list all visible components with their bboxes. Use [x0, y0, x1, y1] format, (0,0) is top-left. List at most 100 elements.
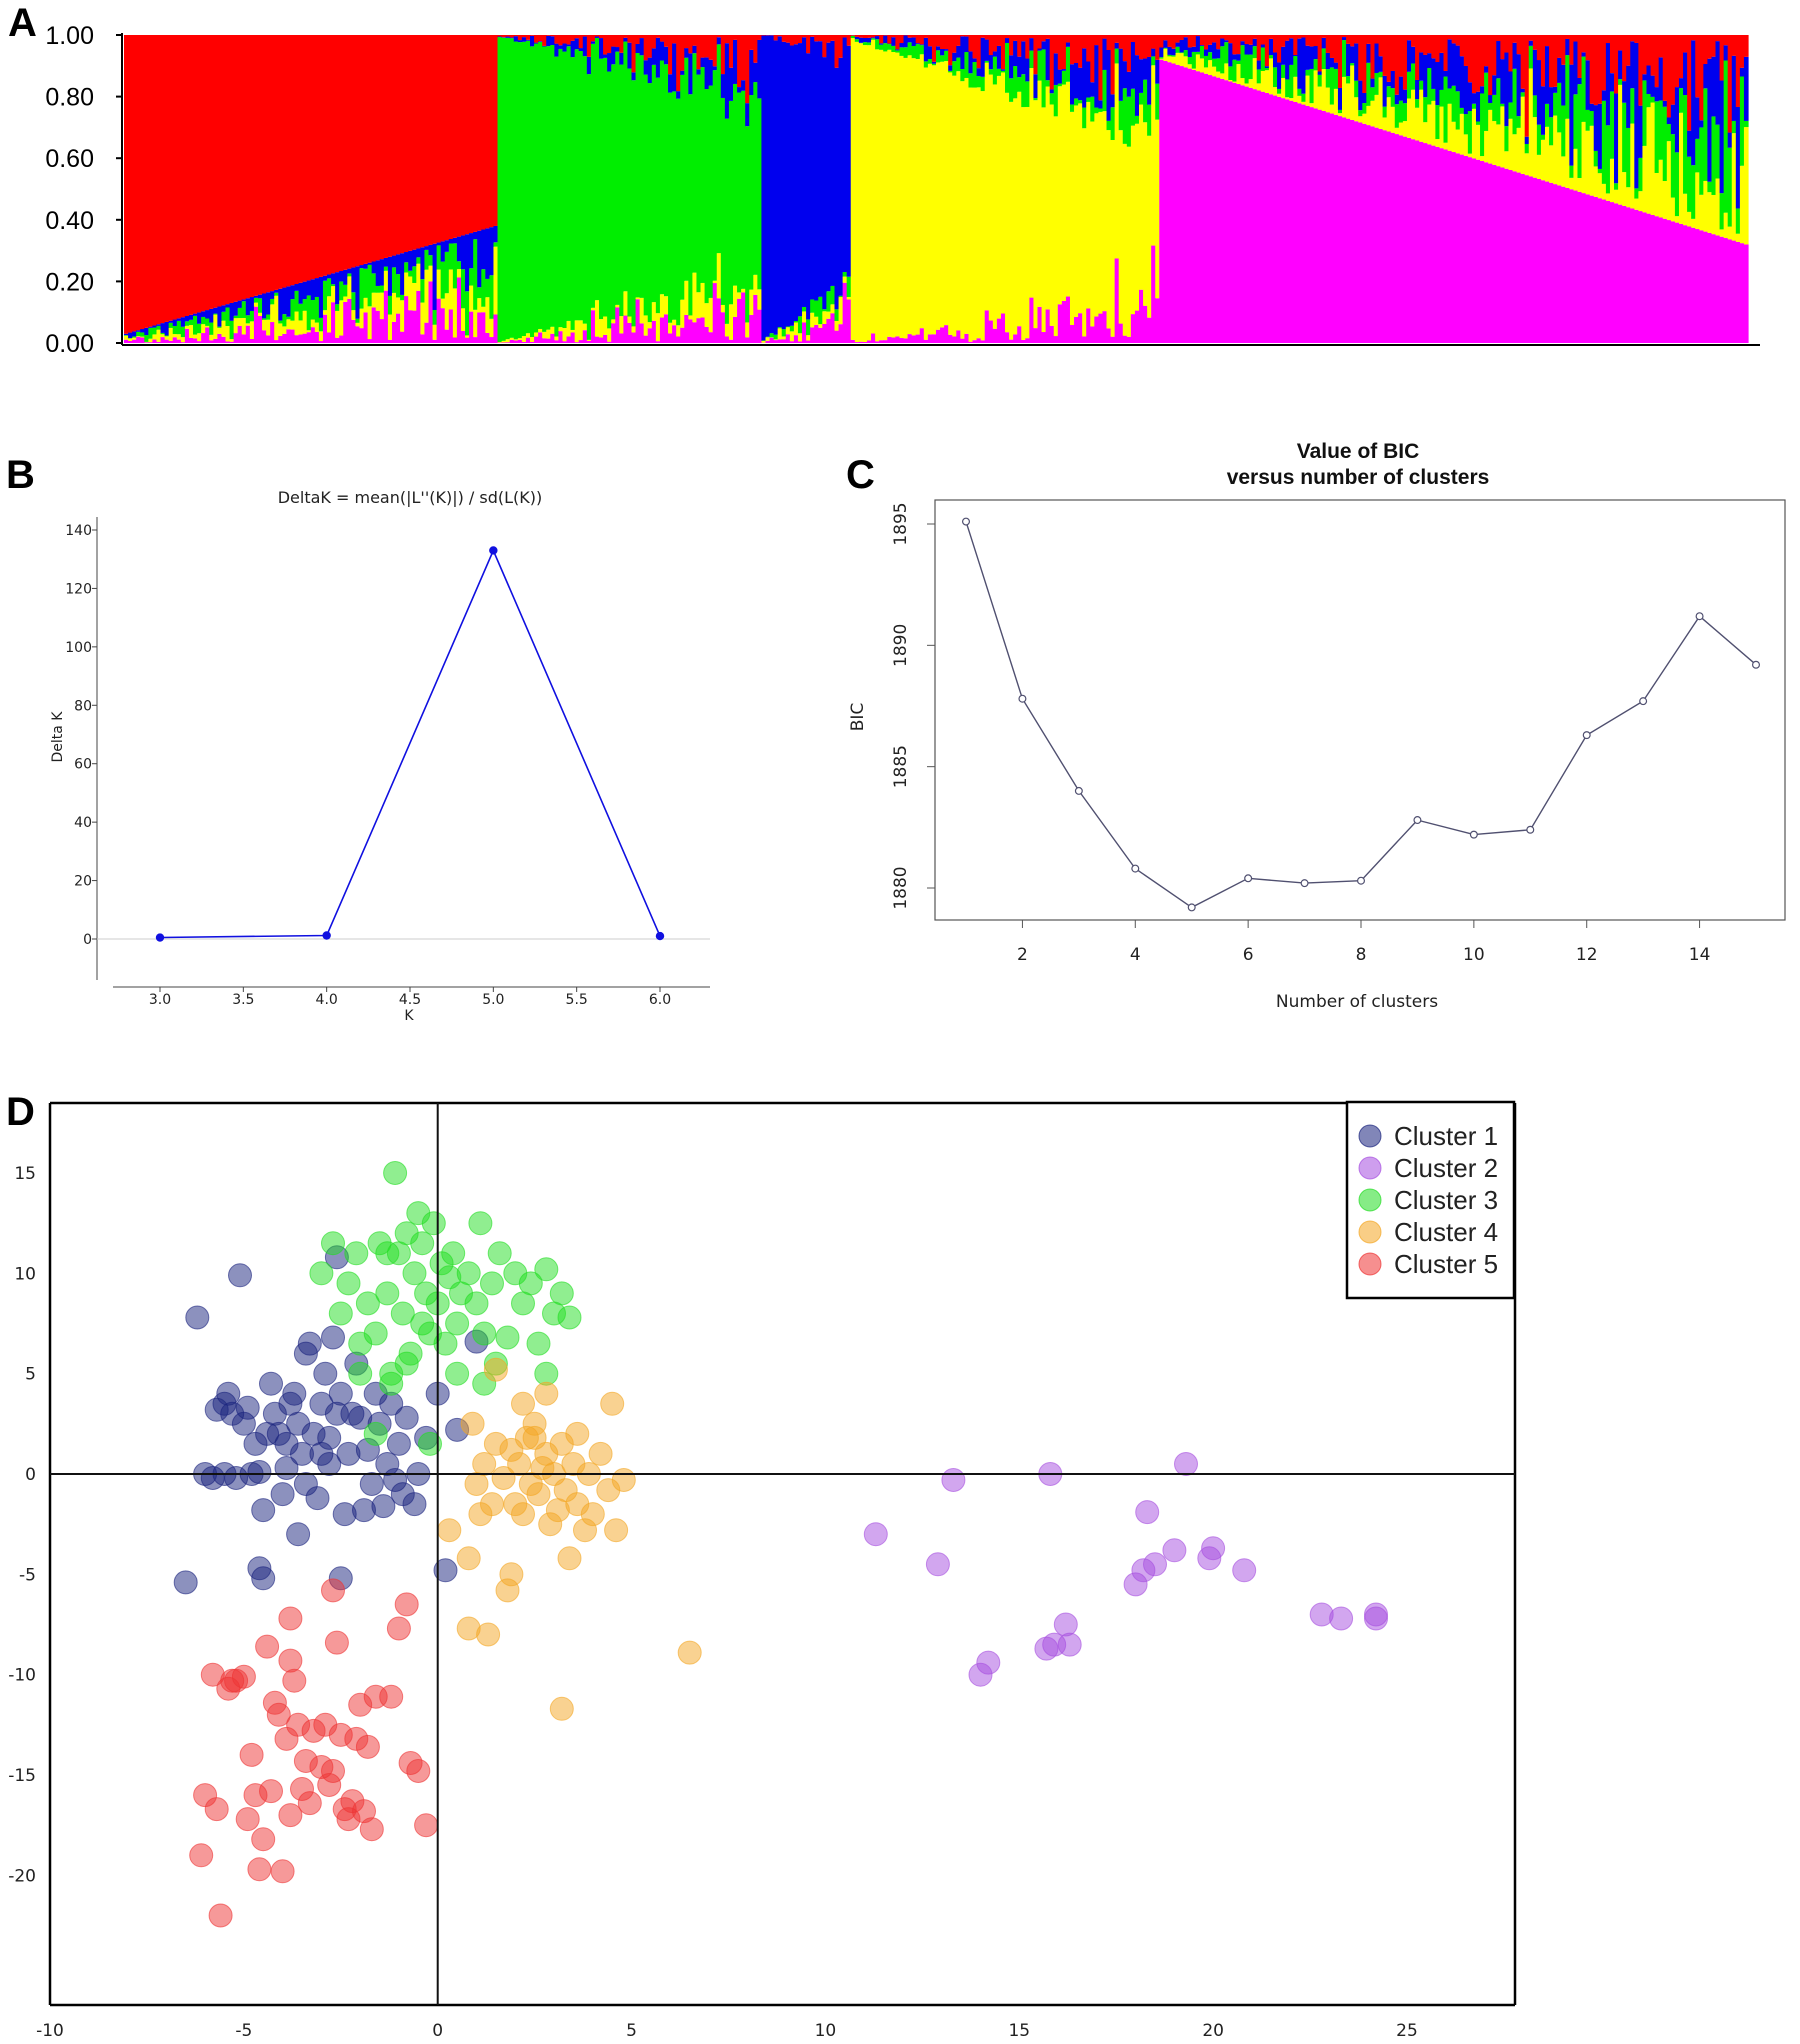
admixture-bar-segment-green [1723, 60, 1729, 213]
admixture-bar-segment-red [440, 35, 446, 242]
admixture-bar-segment-red [891, 35, 896, 38]
admixture-bar-segment-blue [590, 41, 596, 44]
admixture-bar-segment-blue [1074, 63, 1079, 99]
admixture-bar-segment-green [249, 310, 255, 322]
admixture-bar-segment-red [1528, 35, 1534, 41]
admixture-bar-segment-blue [448, 238, 454, 244]
admixture-bar-segment-red [741, 35, 746, 81]
admixture-bar-segment-yellow [1069, 111, 1075, 326]
admixture-bar-segment-yellow [814, 316, 819, 325]
admixture-bar-segment-blue [1609, 73, 1615, 92]
admixture-bar-segment-red [530, 35, 535, 36]
admixture-bar-segment-red [672, 35, 677, 44]
admixture-bar-segment-red [1626, 35, 1631, 66]
admixture-bar-segment-yellow [1601, 183, 1607, 200]
admixture-bar-segment-yellow [607, 328, 612, 342]
admixture-bar-segment-yellow [980, 91, 986, 341]
admixture-bar-segment-yellow [944, 61, 949, 326]
admixture-bar-segment-red [1106, 35, 1112, 50]
admixture-bar-segment-yellow [229, 339, 235, 342]
admixture-bar-segment-red [627, 35, 633, 43]
admixture-bar-segment-blue [1480, 86, 1485, 94]
admixture-bar-segment-blue [1683, 52, 1688, 96]
admixture-bar-segment-red [1743, 35, 1749, 57]
admixture-bar-segment-red [1061, 35, 1067, 70]
admixture-bar-segment-blue [1488, 95, 1493, 103]
admixture-bar-segment-magenta [1049, 325, 1055, 343]
admixture-bar-segment-yellow [554, 336, 560, 341]
admixture-bar-segment-red [420, 35, 426, 248]
admixture-bar-segment-yellow [1102, 111, 1108, 312]
admixture-bar-segment-green [891, 45, 896, 53]
admixture-bar-segment-green [1256, 69, 1262, 84]
admixture-bar-segment-blue [497, 36, 503, 38]
scatter-point-cluster-1 [235, 1395, 260, 1420]
admixture-bar-segment-yellow [188, 325, 194, 338]
admixture-bar-segment-blue [1248, 44, 1254, 55]
admixture-bar-segment-yellow [1609, 158, 1615, 203]
admixture-bar-segment-green [724, 118, 730, 324]
admixture-bar-segment-red [915, 35, 921, 44]
admixture-bar-segment-yellow [903, 57, 909, 339]
admixture-bar-segment-blue [1106, 50, 1112, 121]
admixture-bar-segment-yellow [842, 276, 848, 283]
admixture-bar-segment-blue [1618, 50, 1623, 80]
admixture-bar-segment-red [1029, 35, 1035, 39]
admixture-bar-segment-green [1739, 76, 1745, 166]
admixture-bar-segment-magenta [582, 330, 588, 343]
admixture-bar-segment-blue [513, 36, 519, 42]
admixture-bar-segment-blue [310, 279, 316, 301]
admixture-bar-segment-magenta [1390, 132, 1396, 343]
admixture-bar-segment-green [871, 38, 876, 40]
admixture-bar-segment-green [1585, 109, 1591, 131]
admixture-bar-segment-yellow [1585, 130, 1591, 195]
admixture-bar-segment-yellow [895, 52, 901, 337]
admixture-bar-segment-yellow [582, 323, 588, 331]
admixture-bar-segment-magenta [534, 336, 539, 343]
admixture-bar-segment-blue [387, 256, 393, 296]
admixture-bar-segment-green [594, 37, 600, 301]
admixture-bar-segment-green [469, 268, 474, 286]
admixture-bar-segment-red [1577, 35, 1583, 78]
admixture-bar-segment-magenta [1731, 240, 1737, 343]
admixture-bar-segment-red [205, 35, 210, 311]
admixture-bar-segment-green [789, 325, 795, 332]
admixture-bar-segment-green [1727, 147, 1733, 227]
admixture-bar-segment-yellow [1589, 125, 1595, 196]
admixture-bar-segment-green [948, 70, 953, 73]
admixture-bar-segment-yellow [1333, 88, 1339, 115]
admixture-bar-segment-yellow [1301, 101, 1307, 105]
admixture-bar-segment-yellow [477, 298, 482, 313]
admixture-bar-segment-green [140, 332, 145, 337]
admixture-bar-segment-blue [229, 302, 235, 321]
admixture-bar-segment-yellow [1492, 121, 1497, 165]
admixture-bar-segment-yellow [310, 319, 316, 328]
admixture-bar-segment-magenta [1678, 223, 1684, 343]
admixture-bar-segment-yellow [594, 300, 600, 337]
admixture-bar-segment-yellow [643, 315, 649, 336]
admixture-bar-segment-yellow [854, 41, 860, 343]
admixture-bar-segment-yellow [1666, 141, 1672, 221]
admixture-bar-segment-blue [233, 301, 239, 316]
admixture-bar-segment-yellow [1009, 101, 1014, 340]
admixture-bar-segment-green [1642, 80, 1648, 146]
admixture-bar-segment-yellow [184, 325, 190, 329]
scatter-point-cluster-1 [259, 1371, 283, 1396]
admixture-bar-segment-green [205, 318, 210, 326]
admixture-bar-segment-magenta [489, 337, 495, 343]
admixture-bar-segment-red [1666, 35, 1672, 118]
admixture-bar-segment-red [899, 35, 905, 44]
deltak-point [655, 931, 665, 941]
admixture-bar-segment-green [1707, 181, 1713, 193]
admixture-bar-segment-magenta [976, 338, 982, 343]
admixture-bar-segment-blue [733, 39, 738, 84]
admixture-bar-segment-yellow [680, 299, 685, 328]
admixture-bar-segment-magenta [1167, 62, 1173, 344]
admixture-y-tick-label: 0.80 [45, 84, 94, 112]
admixture-bar-segment-yellow [1346, 83, 1351, 119]
admixture-bar-segment-red [1561, 35, 1566, 65]
admixture-bar-segment-green [1650, 96, 1656, 103]
admixture-bar-segment-yellow [700, 282, 706, 318]
admixture-bar-segment-red [1374, 35, 1380, 44]
admixture-bar-segment-yellow [728, 304, 734, 340]
